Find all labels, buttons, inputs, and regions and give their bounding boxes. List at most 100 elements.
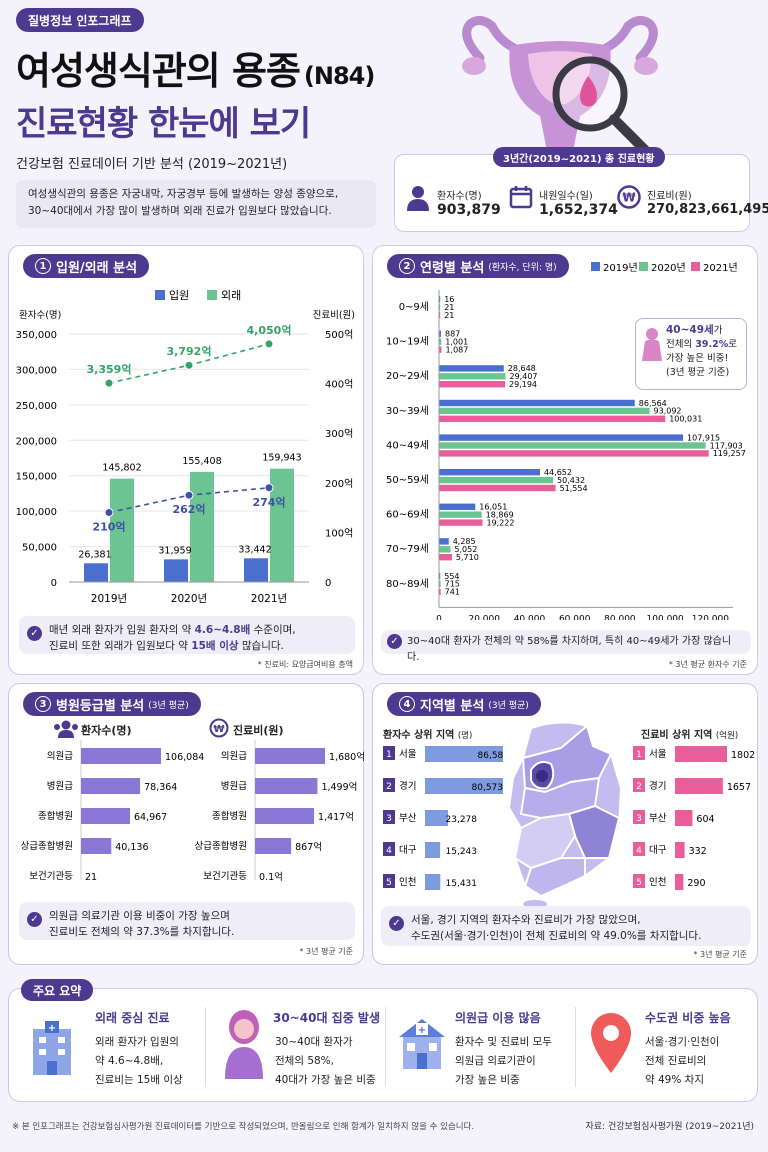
desc-line-2: 30~40대에서 가장 많이 발생하며 외래 진료가 입원보다 많았습니다.	[28, 205, 332, 217]
age-bar	[439, 407, 650, 415]
woman-icon	[225, 1010, 263, 1079]
region-cost-bar	[675, 874, 684, 890]
total-cost-label: 진료비(원)	[647, 191, 692, 202]
rank-number: 1	[636, 750, 642, 760]
age-bar	[439, 484, 556, 492]
x-tick-label: 120,000	[692, 614, 729, 620]
totals-title: 3년간(2019~2021) 총 진료현황	[493, 147, 665, 167]
region-label: 인천	[649, 877, 666, 888]
y-tick-label: 150,000	[16, 472, 57, 483]
age-bar	[439, 365, 504, 372]
x-tick-label: 60,000	[559, 614, 591, 620]
age-bar	[439, 434, 684, 441]
age-bar	[439, 469, 540, 476]
rank-number: 5	[386, 878, 392, 888]
total-patients-label: 환자수(명)	[437, 191, 482, 202]
region-patient-bar	[425, 874, 441, 890]
age-bar-label: 29,194	[509, 380, 537, 389]
cost-point	[104, 378, 114, 388]
region-cost-chart: 1 서울 1802 2 경기 1657 3 부산 604 4 대구 332 5 인천 290	[633, 746, 755, 890]
age-label: 50~59세	[386, 474, 429, 486]
grade-patient-bar	[81, 778, 141, 794]
age-bar-label: 107,915	[687, 433, 720, 442]
age-bar	[439, 296, 441, 303]
region-label: 대구	[399, 845, 417, 856]
y-tick-label: 0	[51, 578, 57, 589]
age-bar-label: 741	[445, 588, 460, 597]
check-icon: ✓	[389, 916, 404, 931]
grade-cost-value: 1,417억	[318, 811, 354, 823]
region-cost-value: 1657	[727, 782, 751, 793]
region-cost-bar	[675, 810, 693, 826]
age-bar-label: 1,001	[445, 338, 468, 347]
age-bar	[439, 554, 452, 561]
bar-outpatient	[270, 468, 294, 582]
region-cost-value: 1802	[731, 750, 755, 761]
totals-card: 3년간(2019~2021) 총 진료현황 환자수(명) 903,879 내원일…	[394, 147, 768, 232]
grade-label: 의원급	[221, 751, 247, 762]
grade-label: 보건기관등	[203, 871, 247, 882]
age-bar-label: 29,407	[510, 372, 538, 381]
age-bar-label: 16	[444, 295, 454, 304]
legend-label: 2019년	[603, 262, 638, 274]
age-bar	[439, 580, 441, 588]
total-cost-value: 270,823,661,495	[647, 202, 768, 217]
x-tick-label: 0	[436, 614, 442, 620]
rank-number: 4	[636, 846, 642, 856]
footer-source: 자료: 건강보험심사평가원 (2019~2021년)	[585, 1122, 755, 1132]
age-bar	[439, 330, 442, 337]
legend-swatch	[691, 262, 700, 271]
age-callout: 40~49세가 전체의 39.2%로 가장 높은 비중! (3년 평균 기준)	[635, 318, 747, 390]
age-bar-label: 86,564	[639, 399, 667, 408]
region-cost-value: 290	[687, 878, 705, 889]
rank-number: 3	[386, 814, 392, 824]
grade-cost-value: 1,680억	[329, 751, 365, 763]
region-cost-bar	[675, 746, 727, 762]
summary-4-text: 서울·경기·인천이 전체 진료비의 약 49% 차지	[645, 1036, 720, 1086]
region-label: 경기	[399, 780, 416, 792]
region-patient-bar	[425, 842, 441, 858]
age-label: 40~49세	[386, 439, 429, 451]
bar-inpatient	[164, 559, 188, 582]
x-tick-label: 40,000	[514, 614, 546, 620]
rank-badge	[633, 778, 645, 792]
y-right-tick-label: 500억	[325, 329, 353, 341]
y-tick-label: 100,000	[16, 507, 57, 518]
rank-badge	[633, 874, 645, 888]
korea-map	[507, 721, 623, 908]
age-label: 70~79세	[386, 543, 429, 555]
section-inpatient-outpatient: 1 입원/외래 분석 입원 외래 환자수(명) 진료비(원) 0 50,000 100,000…	[8, 245, 364, 675]
x-tick-label: 2019년	[91, 593, 127, 605]
y-tick-label: 200,000	[16, 436, 57, 447]
cost-label: 210억	[92, 521, 125, 534]
age-bar	[439, 346, 442, 353]
cost-label: 274억	[252, 496, 285, 509]
grade-patient-value: 64,967	[134, 812, 167, 823]
cost-label: 262억	[172, 503, 205, 516]
grade-cost-bar	[255, 808, 315, 824]
summary-2-title: 30~40대 집중 발생	[273, 1011, 381, 1025]
age-label: 20~29세	[386, 370, 429, 382]
y-axis-right-label: 진료비(원)	[313, 310, 355, 321]
section-hospital-grade: 3 병원등급별 분석 (3년 평균) 환자수(명) ₩ 진료비(원) 의원급 106,…	[8, 683, 365, 965]
grade-patient-value: 106,084	[165, 752, 204, 763]
total-visits-label: 내원일수(일)	[539, 191, 593, 202]
header-description: 여성생식관의 용종은 자궁내막, 자궁경부 등에 발생하는 양성 종양으로, 3…	[16, 180, 376, 228]
region-label: 서울	[649, 749, 667, 760]
age-bar-label: 44,652	[544, 468, 572, 477]
legend-label: 2021년	[703, 262, 738, 274]
title-code: (N84)	[303, 62, 375, 90]
section-1-footnote: * 진료비: 요양급여비용 총액	[257, 660, 353, 669]
grade-patient-value: 40,136	[115, 842, 148, 853]
grade-label: 상급종합병원	[21, 841, 73, 852]
cost-point	[264, 483, 274, 493]
age-bar	[439, 546, 451, 553]
legend-label-inpatient: 입원	[169, 289, 189, 302]
region-cost-value: 332	[689, 846, 707, 857]
age-bar-label: 1,087	[445, 345, 468, 354]
rank-number: 3	[636, 814, 642, 824]
section-4-title: 4 지역별 분석 (3년 평균)	[387, 692, 541, 716]
region-patient-value: 15,243	[446, 847, 478, 857]
section-4-footnote: * 3년 평균 기준	[693, 950, 747, 959]
cost-label: 3,359억	[87, 363, 132, 376]
